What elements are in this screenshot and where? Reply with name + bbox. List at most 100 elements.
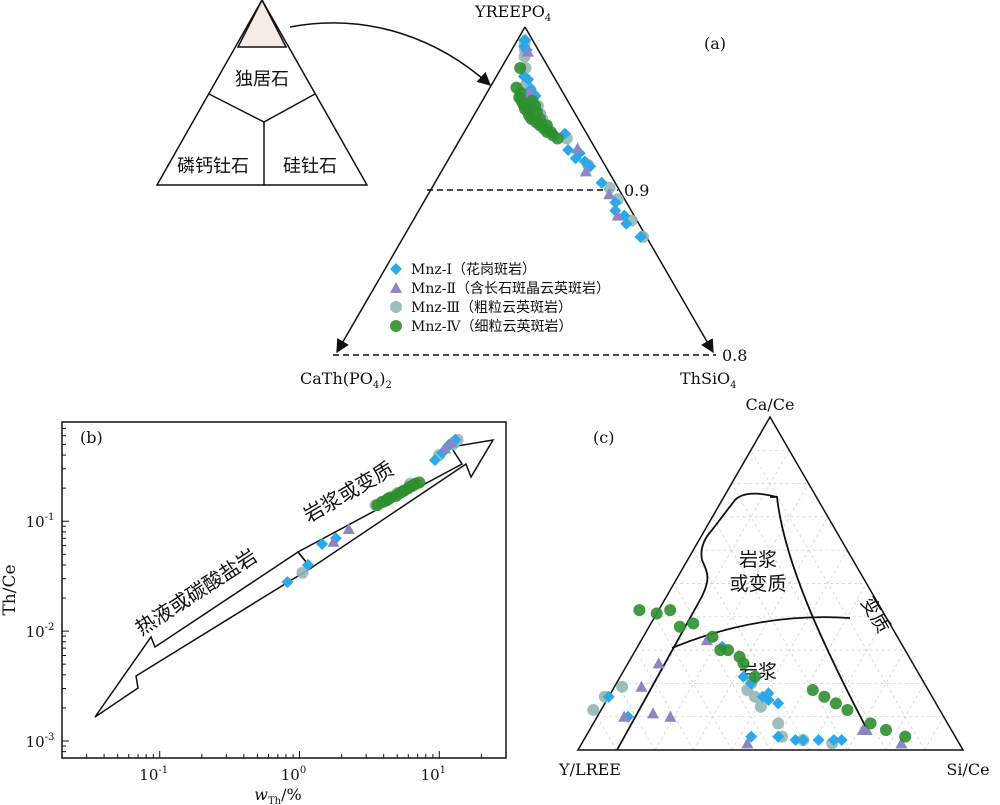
x-tick-label: 10-1 xyxy=(139,765,168,784)
apex-right-label-a: ThSiO4 xyxy=(680,369,737,391)
data-point-mnz1 xyxy=(301,558,314,571)
data-point-mnz4 xyxy=(544,125,557,138)
ternary-a-right-edge xyxy=(524,26,714,354)
data-point-mnz1 xyxy=(797,734,810,747)
legend-marker-mnz1 xyxy=(390,263,402,275)
panel-a: 独居石 磷钙钍石 硅钍石 0.9 0.8 YREEPO4 CaTh(PO4)2 … xyxy=(155,0,747,391)
plot-b-frame xyxy=(61,421,507,759)
inset-divider-right xyxy=(263,93,316,123)
data-point-mnz4 xyxy=(829,697,842,710)
data-point-mnz2 xyxy=(327,535,340,547)
ternary-grid-line xyxy=(654,616,733,751)
legend-label-mnz2: Mnz-Ⅱ（含长石斑晶云英斑岩） xyxy=(411,280,610,297)
y-tick-label: 10-3 xyxy=(26,732,55,751)
data-point-mnz4 xyxy=(748,670,761,683)
data-point-mnz3 xyxy=(616,680,629,693)
data-point-mnz4 xyxy=(664,604,677,617)
guide-label-08: 0.8 xyxy=(722,346,747,365)
legend-marker-mnz4 xyxy=(390,320,402,332)
data-point-mnz4 xyxy=(737,657,750,670)
apex-left-label-c: Y/LREE xyxy=(558,760,621,779)
data-point-mnz1 xyxy=(772,730,785,743)
data-point-mnz4 xyxy=(633,604,646,617)
data-point-mnz1 xyxy=(772,697,785,710)
data-point-mnz2 xyxy=(445,436,458,448)
inset-triangle: 独居石 磷钙钍石 硅钍石 xyxy=(155,0,369,186)
legend-label-mnz3: Mnz-Ⅲ（粗粒云英斑岩） xyxy=(411,299,572,316)
data-point-mnz1 xyxy=(737,670,750,683)
ternary-grid-line xyxy=(654,483,809,751)
panel-label-b: (b) xyxy=(80,428,103,447)
data-point-mnz3 xyxy=(603,181,616,194)
data-point-mnz2 xyxy=(571,142,584,154)
data-point-mnz3 xyxy=(296,566,309,579)
inset-label-right: 硅钍石 xyxy=(283,156,337,177)
data-point-mnz4 xyxy=(722,644,734,657)
data-point-mnz4 xyxy=(864,717,877,730)
data-point-mnz1 xyxy=(522,73,535,86)
inset-outline xyxy=(155,0,369,186)
data-point-mnz2 xyxy=(635,680,648,692)
data-point-mnz4 xyxy=(841,704,854,717)
apex-left-label-a: CaTh(PO4)2 xyxy=(300,369,392,391)
arrow-lower xyxy=(94,550,313,718)
ternary-a-frame: 0.9 0.8 xyxy=(333,26,747,365)
ternary-c-grid xyxy=(596,449,945,751)
data-point-mnz2 xyxy=(647,707,660,719)
data-point-mnz1 xyxy=(569,152,582,165)
data-point-mnz3 xyxy=(754,700,767,713)
data-point-mnz4 xyxy=(673,620,686,633)
panel-label-a: (a) xyxy=(704,34,726,53)
data-point-mnz1 xyxy=(789,734,802,747)
x-tick-label: 101 xyxy=(421,765,446,784)
panel-c: (c) Ca/Ce Y/LREE Si/Ce 岩浆 或变质 岩浆 变质 xyxy=(558,395,990,779)
legend-label-mnz4: Mnz-Ⅳ（细粒云英斑岩） xyxy=(411,318,572,335)
data-point-mnz4 xyxy=(408,478,421,491)
data-point-mnz1 xyxy=(595,176,608,189)
data-point-mnz3 xyxy=(749,690,762,703)
data-point-mnz1 xyxy=(835,734,848,747)
y-tick-label: 10-1 xyxy=(26,512,55,531)
data-point-mnz2 xyxy=(895,737,908,749)
apex-top-label-a: YREEPO4 xyxy=(474,2,551,24)
data-point-mnz4 xyxy=(687,617,700,630)
data-point-mnz3 xyxy=(587,704,600,717)
ternary-grid-line xyxy=(808,616,887,751)
inset-apex-region xyxy=(236,0,288,48)
inset-zoom-arrow xyxy=(289,22,492,86)
data-point-mnz4 xyxy=(514,62,527,74)
field-label-c-line2: 或变质 xyxy=(729,573,786,595)
y-axis-label-b: Th/Ce xyxy=(0,564,20,615)
panel-label-c: (c) xyxy=(593,428,614,447)
ternary-grid-line xyxy=(635,649,694,751)
ternary-grid-line xyxy=(924,716,945,751)
data-point-mnz4 xyxy=(879,724,892,737)
plot-b-points xyxy=(281,433,464,588)
data-point-mnz2 xyxy=(342,522,355,534)
data-point-mnz1 xyxy=(812,734,825,747)
data-point-mnz1 xyxy=(828,734,841,747)
data-point-mnz1 xyxy=(634,230,647,243)
apex-top-label-c: Ca/Ce xyxy=(746,395,795,414)
ternary-grid-line xyxy=(750,450,925,751)
ternary-grid-line xyxy=(673,583,771,751)
data-point-mnz2 xyxy=(860,724,873,736)
x-tick-label: 100 xyxy=(281,765,306,784)
data-point-mnz4 xyxy=(899,730,912,743)
data-point-mnz2 xyxy=(521,45,534,57)
legend-marker-mnz2 xyxy=(390,282,402,293)
data-point-mnz1 xyxy=(281,575,294,588)
arrow-upper xyxy=(296,438,495,570)
data-point-mnz2 xyxy=(664,710,677,722)
field-label-c-line1: 岩浆 xyxy=(739,549,777,571)
data-point-mnz2 xyxy=(579,165,592,177)
ternary-c-points xyxy=(587,604,912,750)
legend: Mnz-Ⅰ（花岗斑岩） Mnz-Ⅱ（含长石斑晶云英斑岩） Mnz-Ⅲ（粗粒云英斑岩）… xyxy=(390,262,610,335)
ternary-grid-line xyxy=(712,516,848,751)
data-point-mnz2 xyxy=(618,710,631,722)
y-tick-label: 10-2 xyxy=(26,622,55,641)
data-point-mnz2 xyxy=(652,657,665,669)
data-point-mnz1 xyxy=(428,454,441,467)
data-point-mnz1 xyxy=(609,196,622,209)
